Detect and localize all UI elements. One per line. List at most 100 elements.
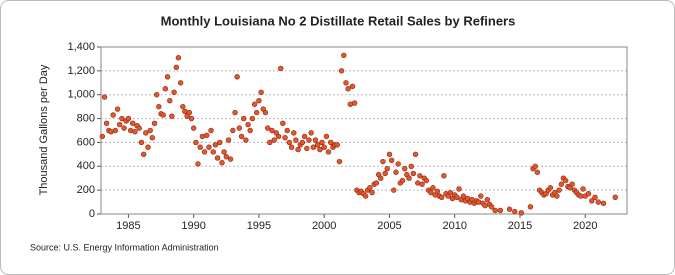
data-point — [367, 185, 373, 191]
y-tick-label: 0 — [89, 208, 95, 220]
data-point — [393, 169, 399, 175]
data-point — [417, 173, 423, 179]
data-point — [223, 154, 230, 160]
data-point — [293, 137, 299, 143]
x-tick-label: 2015 — [508, 220, 532, 232]
data-point — [492, 207, 498, 214]
data-point — [334, 142, 340, 148]
data-point — [349, 83, 356, 90]
data-point — [103, 120, 110, 127]
data-point — [162, 86, 169, 92]
data-point — [169, 113, 175, 119]
data-point — [306, 137, 312, 143]
data-point — [180, 103, 186, 110]
data-point — [408, 163, 414, 169]
data-point — [478, 193, 484, 199]
data-point — [219, 160, 225, 166]
data-point — [482, 202, 488, 209]
data-point — [323, 133, 330, 140]
y-tick-label: 1,400 — [67, 41, 95, 53]
data-point — [412, 151, 419, 158]
data-point — [136, 125, 142, 131]
data-point — [595, 199, 601, 205]
data-point — [240, 115, 247, 122]
y-tick-label: 600 — [77, 136, 95, 148]
y-tick-label: 800 — [77, 112, 95, 124]
data-point — [380, 158, 386, 165]
data-point — [212, 142, 219, 148]
data-point — [214, 155, 221, 161]
data-point — [600, 200, 607, 206]
data-point — [164, 74, 171, 80]
y-tick-label: 200 — [77, 184, 95, 196]
data-point — [230, 127, 236, 134]
data-point — [388, 157, 395, 164]
data-point — [243, 137, 249, 143]
data-point — [391, 187, 397, 193]
data-point — [221, 149, 227, 155]
data-point — [217, 139, 223, 146]
data-point — [182, 108, 188, 115]
data-point — [143, 130, 149, 136]
data-point — [460, 193, 467, 199]
data-point — [190, 125, 197, 131]
data-point — [234, 74, 240, 80]
data-point — [262, 109, 269, 116]
y-tick-label: 1,000 — [67, 89, 95, 101]
data-point — [428, 189, 434, 196]
data-point — [554, 193, 560, 199]
data-point — [558, 181, 565, 187]
data-point — [484, 196, 491, 203]
data-point — [149, 134, 155, 141]
data-point — [319, 139, 325, 146]
data-point — [384, 165, 390, 172]
data-point — [171, 89, 177, 96]
data-point — [338, 68, 345, 74]
data-point — [112, 127, 119, 134]
data-point — [160, 112, 166, 118]
data-point — [399, 177, 406, 184]
data-point — [447, 189, 454, 196]
data-point — [267, 139, 273, 146]
data-point — [151, 120, 158, 127]
data-point — [527, 204, 534, 210]
data-point — [288, 144, 295, 150]
data-point — [121, 125, 127, 131]
data-point — [99, 133, 106, 140]
chart-title: Monthly Louisiana No 2 Distillate Retail… — [161, 13, 516, 28]
data-point — [341, 52, 347, 59]
data-point — [236, 125, 243, 131]
x-tick-label: 2005 — [377, 220, 401, 232]
data-point — [284, 127, 290, 134]
y-tick-label: 400 — [77, 160, 95, 172]
data-point — [256, 97, 262, 104]
data-point — [497, 207, 504, 214]
data-point — [101, 94, 108, 100]
data-point — [518, 210, 524, 216]
data-point — [312, 137, 319, 143]
data-point — [373, 180, 380, 186]
data-point — [328, 139, 334, 146]
data-point — [116, 121, 123, 128]
data-point — [423, 177, 430, 184]
data-point — [506, 206, 513, 212]
data-point — [210, 149, 216, 155]
data-point — [325, 149, 332, 155]
data-point — [308, 130, 314, 136]
data-point — [206, 144, 212, 150]
data-point — [175, 55, 182, 61]
x-tick-label: 2000 — [312, 220, 336, 232]
data-point — [585, 191, 592, 197]
x-tick-label: 1985 — [116, 220, 140, 232]
data-point — [299, 139, 306, 146]
x-tick-label: 2010 — [442, 220, 466, 232]
data-point — [534, 169, 541, 175]
data-point — [580, 186, 586, 192]
data-point — [156, 103, 162, 110]
data-point — [454, 194, 460, 201]
data-point — [569, 181, 575, 187]
data-point — [362, 193, 369, 199]
x-tick-label: 2020 — [573, 220, 597, 232]
